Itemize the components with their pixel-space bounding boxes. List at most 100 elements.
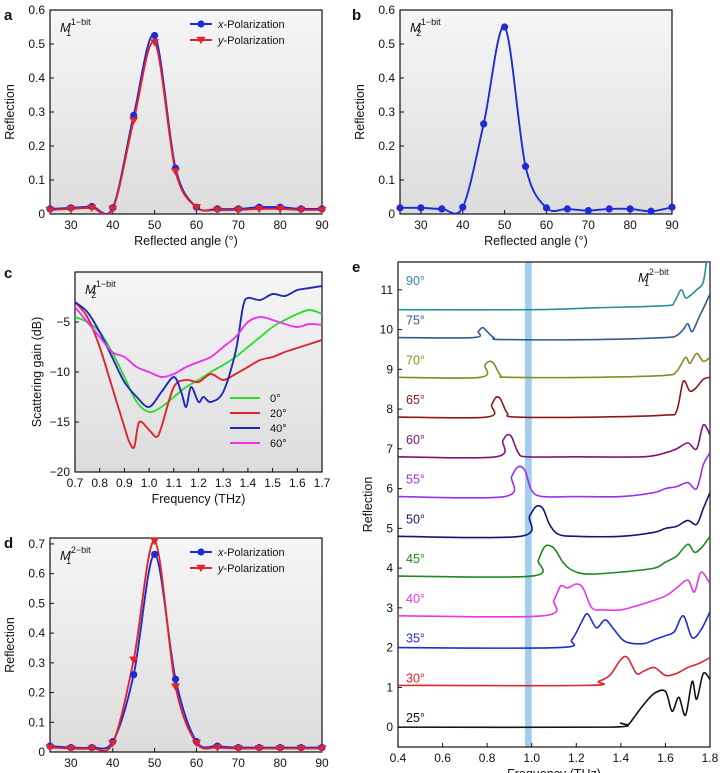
x-tick-label: 80: [273, 218, 287, 232]
series-label-3: 40°: [406, 592, 425, 606]
series-label-5: 50°: [406, 512, 425, 526]
title-main: M: [410, 20, 421, 35]
data-point-d-1: [191, 739, 202, 748]
y-tick-label: 0: [388, 207, 395, 221]
x-tick-label: 80: [623, 218, 637, 232]
series-label-2: 35°: [406, 632, 425, 646]
axes-frame: [397, 261, 711, 748]
data-point-d-1: [45, 744, 55, 752]
y-tick-label: 0.5: [378, 37, 395, 51]
plot-background: [400, 10, 672, 214]
x-tick-label: 50: [148, 756, 162, 770]
data-point-d-0: [130, 671, 138, 679]
x-tick-label: 30: [64, 756, 78, 770]
data-point-d-1: [233, 745, 243, 753]
title-sub: 2: [416, 28, 421, 38]
x-tick-label: 1.5: [264, 476, 281, 490]
y-axis-label: Reflection: [353, 84, 367, 140]
series-line-e-2: [398, 611, 710, 649]
data-point-a-1: [254, 205, 264, 214]
legend-marker: [197, 20, 205, 28]
legend-label-rest: -Polarization: [224, 563, 285, 575]
x-tick-label: 1.6: [289, 476, 306, 490]
series-line-e-4: [398, 535, 710, 578]
y-tick-label: 0.3: [28, 656, 45, 670]
series-line-c-3: [75, 306, 322, 378]
x-tick-label: 70: [232, 756, 246, 770]
highlight-band: [525, 262, 532, 747]
title-sub: 1: [66, 556, 71, 566]
series-group: [398, 262, 710, 729]
data-point-a-0: [151, 31, 159, 40]
x-tick-label: 1.4: [613, 751, 630, 765]
title-main: M: [60, 20, 71, 35]
legend-label: y-Polarization: [217, 35, 285, 47]
legend-label-rest: -Polarization: [224, 19, 285, 31]
panel-a: a 30 40 50 60 70 80 90 0 0.1 0.2 0.3 0.4 0.5 0.6 Reflec…: [3, 3, 329, 248]
y-tick-label: 6: [386, 482, 393, 496]
panel-title: M1−bit 2: [85, 279, 116, 300]
title-sup: 1−bit: [71, 17, 91, 27]
y-tick-label: 0.6: [378, 3, 395, 17]
y-axis-label: Scattering gain (dB): [30, 317, 44, 427]
y-tick-label: 9: [386, 362, 393, 376]
series-label-7: 60°: [406, 433, 425, 447]
data-point-b-0: [584, 207, 592, 215]
data-point-d-1: [129, 656, 139, 665]
data-point-d-1: [108, 739, 118, 748]
y-tick-label: 0.5: [28, 37, 45, 51]
series-label-4: 45°: [406, 552, 425, 566]
x-axis-label: Reflected angle (°): [134, 234, 238, 248]
y-tick-label: 0.2: [28, 139, 45, 153]
series-line-e-7: [398, 423, 710, 459]
x-tick-label: 50: [498, 218, 512, 232]
x-tick-label: 60: [190, 218, 204, 232]
title-sup: 1−bit: [421, 17, 441, 27]
x-tick-label: 0.8: [479, 751, 496, 765]
y-tick-label: −5: [56, 315, 70, 329]
data-point-a-0: [130, 111, 138, 119]
legend-marker: [196, 36, 206, 45]
data-point-a-1: [87, 204, 97, 213]
data-point-a-1: [108, 205, 118, 214]
x-tick-label: 70: [582, 218, 596, 232]
data-point-d-1: [150, 537, 160, 546]
x-tick-label: 1.0: [523, 751, 540, 765]
y-tick-label: 4: [386, 561, 393, 575]
data-point-b-0: [521, 162, 530, 170]
y-tick-label: 0.4: [28, 626, 45, 640]
title-sub: 1: [644, 278, 649, 288]
title-main: M: [85, 282, 96, 297]
panel-title: M1−bit 2: [410, 17, 441, 38]
y-tick-label: 0.2: [28, 686, 45, 700]
legend-label: 20°: [270, 408, 287, 420]
legend-label: x-Polarization: [217, 547, 285, 559]
title-sup: 2−bit: [649, 267, 669, 277]
data-point-a-1: [296, 206, 306, 215]
panel-label-e: e: [352, 259, 360, 276]
series-line-c-1: [75, 301, 322, 449]
y-axis-label: Reflection: [361, 477, 375, 533]
legend-label: y-Polarization: [217, 563, 285, 575]
x-tick-label: 1.7: [314, 476, 331, 490]
plot-background: [50, 10, 322, 214]
y-tick-label: −20: [50, 465, 71, 479]
series-label-6: 55°: [406, 473, 425, 487]
y-tick-label: 0.7: [28, 537, 45, 551]
panel-title: M2−bit 1: [60, 545, 91, 566]
x-tick-label: 90: [665, 218, 679, 232]
legend-label: 40°: [270, 423, 287, 435]
x-tick-label: 0.4: [390, 751, 407, 765]
data-point-b-0: [626, 205, 634, 213]
data-point-a-1: [129, 117, 139, 125]
data-point-b-0: [459, 203, 467, 211]
x-tick-label: 80: [273, 756, 287, 770]
panel-label-c: c: [4, 265, 12, 282]
y-tick-label: 0.1: [378, 173, 395, 187]
series-line-e-3: [398, 571, 710, 618]
series-line-e-8: [398, 376, 710, 419]
panel-b: b 30 40 50 60 70 80 90 0 0.1 0.2 0.3 0.4 0.5 0.6 Reflec…: [352, 3, 679, 248]
data-point-d-1: [254, 745, 264, 753]
y-tick-label: 10: [380, 323, 394, 337]
